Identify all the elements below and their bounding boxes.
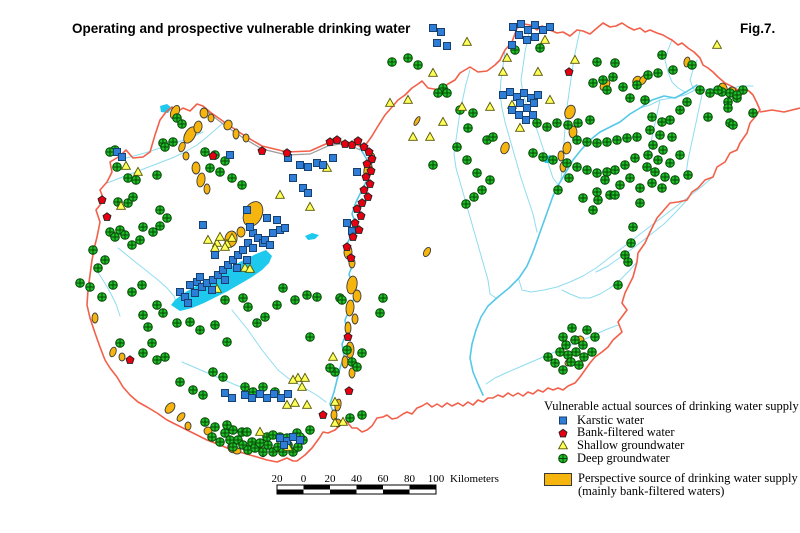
legend: Vulnerable actual sources of drinking wa… xyxy=(544,399,800,498)
legend-title: Vulnerable actual sources of drinking wa… xyxy=(544,399,799,413)
figure-title: Operating and prospective vulnerable dri… xyxy=(72,21,411,36)
legend-item-label: Karstic water xyxy=(577,412,644,427)
svg-text:20: 20 xyxy=(325,473,337,485)
bank-filtered-water-icon xyxy=(557,427,569,439)
legend-item-shallow: Shallow groundwater xyxy=(544,437,800,452)
legend-item-bank-filtered: Bank-filtered water xyxy=(544,425,800,440)
svg-text:80: 80 xyxy=(404,473,416,485)
legend-item-karstic: Karstic water xyxy=(544,412,800,427)
svg-text:60: 60 xyxy=(378,473,390,485)
deep-groundwater-icon xyxy=(557,452,569,464)
svg-text:20: 20 xyxy=(272,473,284,485)
legend-item-perspective: Perspective source of drinking water sup… xyxy=(544,472,800,498)
perspective-label: Perspective source of drinking water sup… xyxy=(578,471,798,499)
shallow-groundwater-icon xyxy=(557,439,569,451)
karstic-water-icon xyxy=(557,414,569,426)
svg-text:40: 40 xyxy=(351,473,363,485)
perspective-swatch xyxy=(544,473,572,487)
legend-item-label: Shallow groundwater xyxy=(577,437,685,452)
legend-item-label: Deep groundwater xyxy=(577,450,670,465)
svg-text:0: 0 xyxy=(301,473,307,485)
figure-number: Fig.7. xyxy=(740,21,776,36)
svg-text:100: 100 xyxy=(428,473,445,485)
legend-item-deep: Deep groundwater xyxy=(544,450,800,465)
scale-bar: 20 0 20 40 60 80 100 Kilometers xyxy=(272,473,499,495)
legend-item-label: Bank-filtered water xyxy=(577,425,675,440)
svg-text:Kilometers: Kilometers xyxy=(450,473,499,485)
